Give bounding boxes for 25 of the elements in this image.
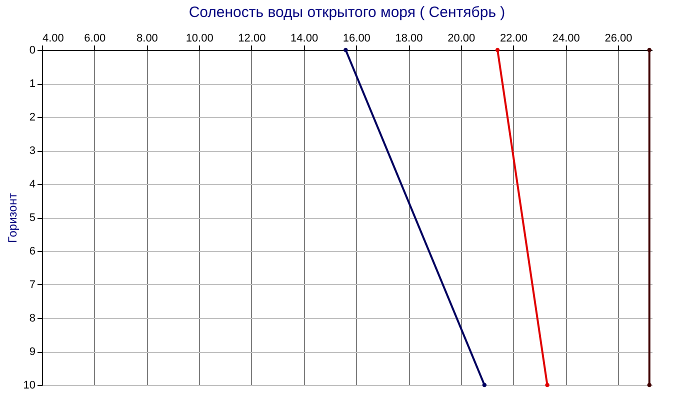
y-tick-label: 6 (29, 246, 36, 258)
y-tick-label: 8 (29, 312, 36, 324)
x-tick-label: 16.00 (342, 32, 370, 44)
y-axis-title: Горизонт (5, 192, 20, 243)
y-tick-label: 10 (23, 380, 36, 392)
x-tick-label: 22.00 (500, 32, 528, 44)
y-tick-label: 5 (29, 212, 36, 224)
y-tick-label: 9 (29, 346, 36, 358)
y-tick-label: 1 (29, 78, 36, 90)
y-tick-label: 4 (29, 178, 36, 190)
x-tick-label: 8.00 (136, 32, 158, 44)
y-tick-label: 7 (29, 279, 36, 291)
x-tick-label: 12.00 (238, 32, 266, 44)
x-tick-label: 18.00 (395, 32, 423, 44)
x-tick-label: 6.00 (84, 32, 106, 44)
x-tick-label: 24.00 (552, 32, 580, 44)
chart-title: Соленость воды открытого моря ( Сентябрь ) (188, 4, 506, 21)
x-tick-label: 4.00 (42, 32, 64, 44)
y-tick-label: 3 (29, 145, 36, 157)
x-tick-label: 20.00 (448, 32, 476, 44)
x-tick-label: 10.00 (186, 32, 214, 44)
x-tick-label: 26.00 (604, 32, 632, 44)
y-tick-label: 2 (29, 112, 36, 124)
y-tick-label: 0 (29, 44, 36, 56)
x-tick-label: 14.00 (290, 32, 318, 44)
